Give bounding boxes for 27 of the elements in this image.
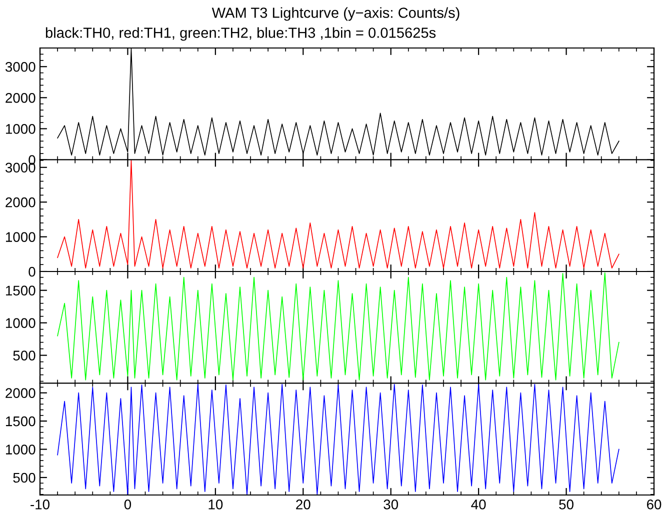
y-tick-label: 2000 bbox=[6, 197, 36, 208]
y-tick-label: 1000 bbox=[6, 444, 36, 454]
y-tick-label: 3000 bbox=[5, 62, 36, 72]
line-series bbox=[57, 160, 620, 268]
x-tick-label: 20 bbox=[296, 500, 310, 510]
y-tick-label: 0 bbox=[28, 266, 36, 277]
y-tick-label: 2000 bbox=[6, 93, 36, 103]
x-tick-label: 30 bbox=[384, 500, 398, 510]
line-series bbox=[57, 384, 620, 495]
line-series bbox=[57, 272, 620, 380]
y-tick-label: 1000 bbox=[6, 232, 36, 242]
y-tick-label: 3000 bbox=[5, 162, 36, 173]
x-tick-label: 10 bbox=[208, 500, 223, 510]
x-tick-label: -10 bbox=[30, 500, 50, 510]
y-tick-label: 1000 bbox=[6, 124, 36, 134]
x-tick-label: 50 bbox=[559, 500, 574, 510]
y-tick-label: 500 bbox=[13, 350, 36, 360]
y-tick-label: 1500 bbox=[6, 416, 36, 426]
x-tick-label: 40 bbox=[471, 500, 486, 510]
x-tick-label: 60 bbox=[646, 500, 662, 510]
chart-title: WAM T3 Lightcurve (y−axis: Counts/s) bbox=[212, 7, 460, 21]
y-tick-label: 500 bbox=[13, 472, 36, 483]
y-tick-label: 1500 bbox=[6, 286, 36, 296]
y-tick-label: 1000 bbox=[6, 318, 36, 328]
chart-subtitle: black:TH0, red:TH1, green:TH2, blue:TH3 ,1bin = 0.015625s bbox=[46, 27, 436, 41]
y-tick-label: 2000 bbox=[6, 388, 36, 398]
x-tick-label: 0 bbox=[124, 500, 132, 510]
